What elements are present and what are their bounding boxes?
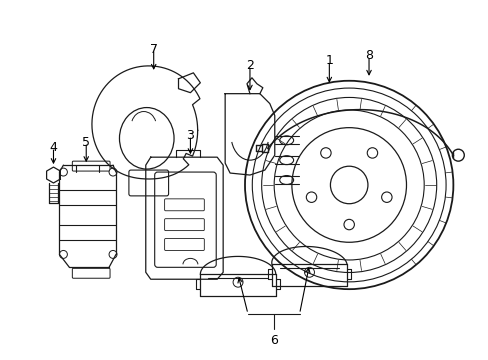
Text: 1: 1 [325, 54, 333, 67]
Text: 5: 5 [82, 136, 90, 149]
Circle shape [60, 168, 67, 176]
Text: 7: 7 [149, 42, 158, 55]
Text: 3: 3 [186, 129, 194, 142]
Text: 4: 4 [49, 141, 57, 154]
Text: 8: 8 [364, 49, 372, 63]
Circle shape [60, 251, 67, 258]
Text: 6: 6 [269, 334, 277, 347]
Text: 2: 2 [245, 59, 253, 72]
Circle shape [109, 168, 117, 176]
Circle shape [109, 251, 117, 258]
